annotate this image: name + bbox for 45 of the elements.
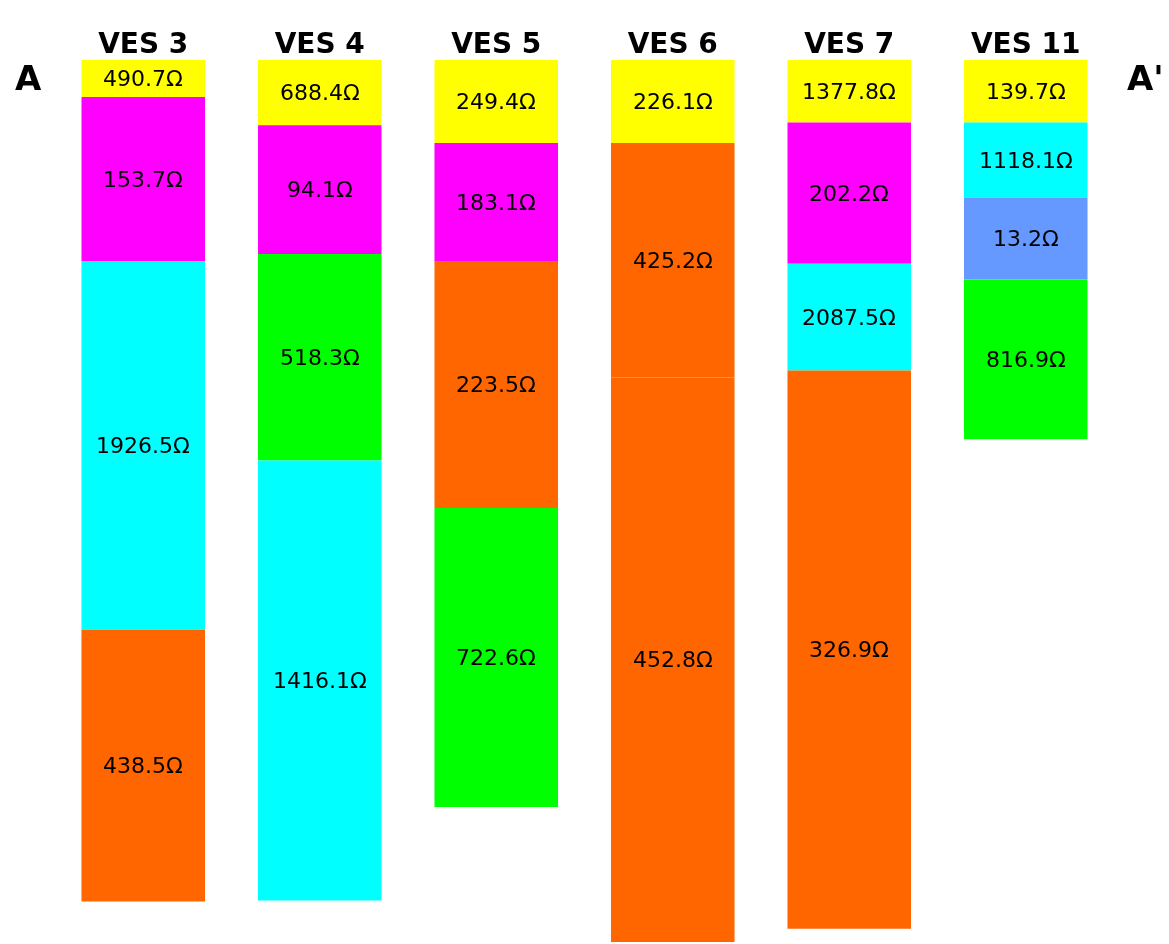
bar <box>434 508 559 808</box>
annotation: 438.5Ω <box>103 753 183 778</box>
bar <box>787 263 912 371</box>
annotation: A' <box>1127 58 1164 98</box>
bar <box>81 261 206 630</box>
bar <box>434 60 559 143</box>
annotation: 226.1Ω <box>633 89 713 114</box>
x-tick-label: VES 5 <box>451 27 542 61</box>
bar <box>257 60 382 126</box>
bar <box>963 60 1088 123</box>
annotation: 1416.1Ω <box>273 668 367 693</box>
annotation: 153.7Ω <box>103 167 183 192</box>
bar <box>610 60 735 143</box>
annotation: 326.9Ω <box>809 637 889 662</box>
bar <box>434 142 559 262</box>
bar <box>787 122 912 264</box>
x-tick-label: VES 6 <box>627 27 718 61</box>
annotation: 202.2Ω <box>809 181 889 206</box>
annotation: 94.1Ω <box>287 177 353 202</box>
annotation: 518.3Ω <box>280 345 360 370</box>
annotation: 183.1Ω <box>456 190 536 215</box>
annotation: 1118.1Ω <box>979 148 1073 173</box>
annotation: 13.2Ω <box>993 226 1059 251</box>
x-tick-label: VES 11 <box>970 27 1081 61</box>
x-tick-label: VES 4 <box>274 27 365 61</box>
annotation: 722.6Ω <box>456 645 536 670</box>
bar <box>963 279 1088 440</box>
x-tick-label: VES 7 <box>804 27 895 61</box>
annotation: 452.8Ω <box>633 647 713 672</box>
x-tick-label: VES 3 <box>98 27 189 61</box>
bar <box>257 125 382 255</box>
annotation: 490.7Ω <box>103 66 183 91</box>
bar <box>787 60 912 123</box>
annotation: 249.4Ω <box>456 89 536 114</box>
annotation: 425.2Ω <box>633 248 713 273</box>
bar <box>81 97 206 262</box>
bar <box>963 197 1088 280</box>
annotation: 688.4Ω <box>280 80 360 105</box>
annotation: 223.5Ω <box>456 372 536 397</box>
annotation: 1926.5Ω <box>96 433 190 458</box>
annotation: A <box>15 58 42 98</box>
annotation: 816.9Ω <box>986 347 1066 372</box>
annotation: 1377.8Ω <box>802 79 896 104</box>
annotation: 2087.5Ω <box>802 305 896 330</box>
annotation: 139.7Ω <box>986 79 1066 104</box>
